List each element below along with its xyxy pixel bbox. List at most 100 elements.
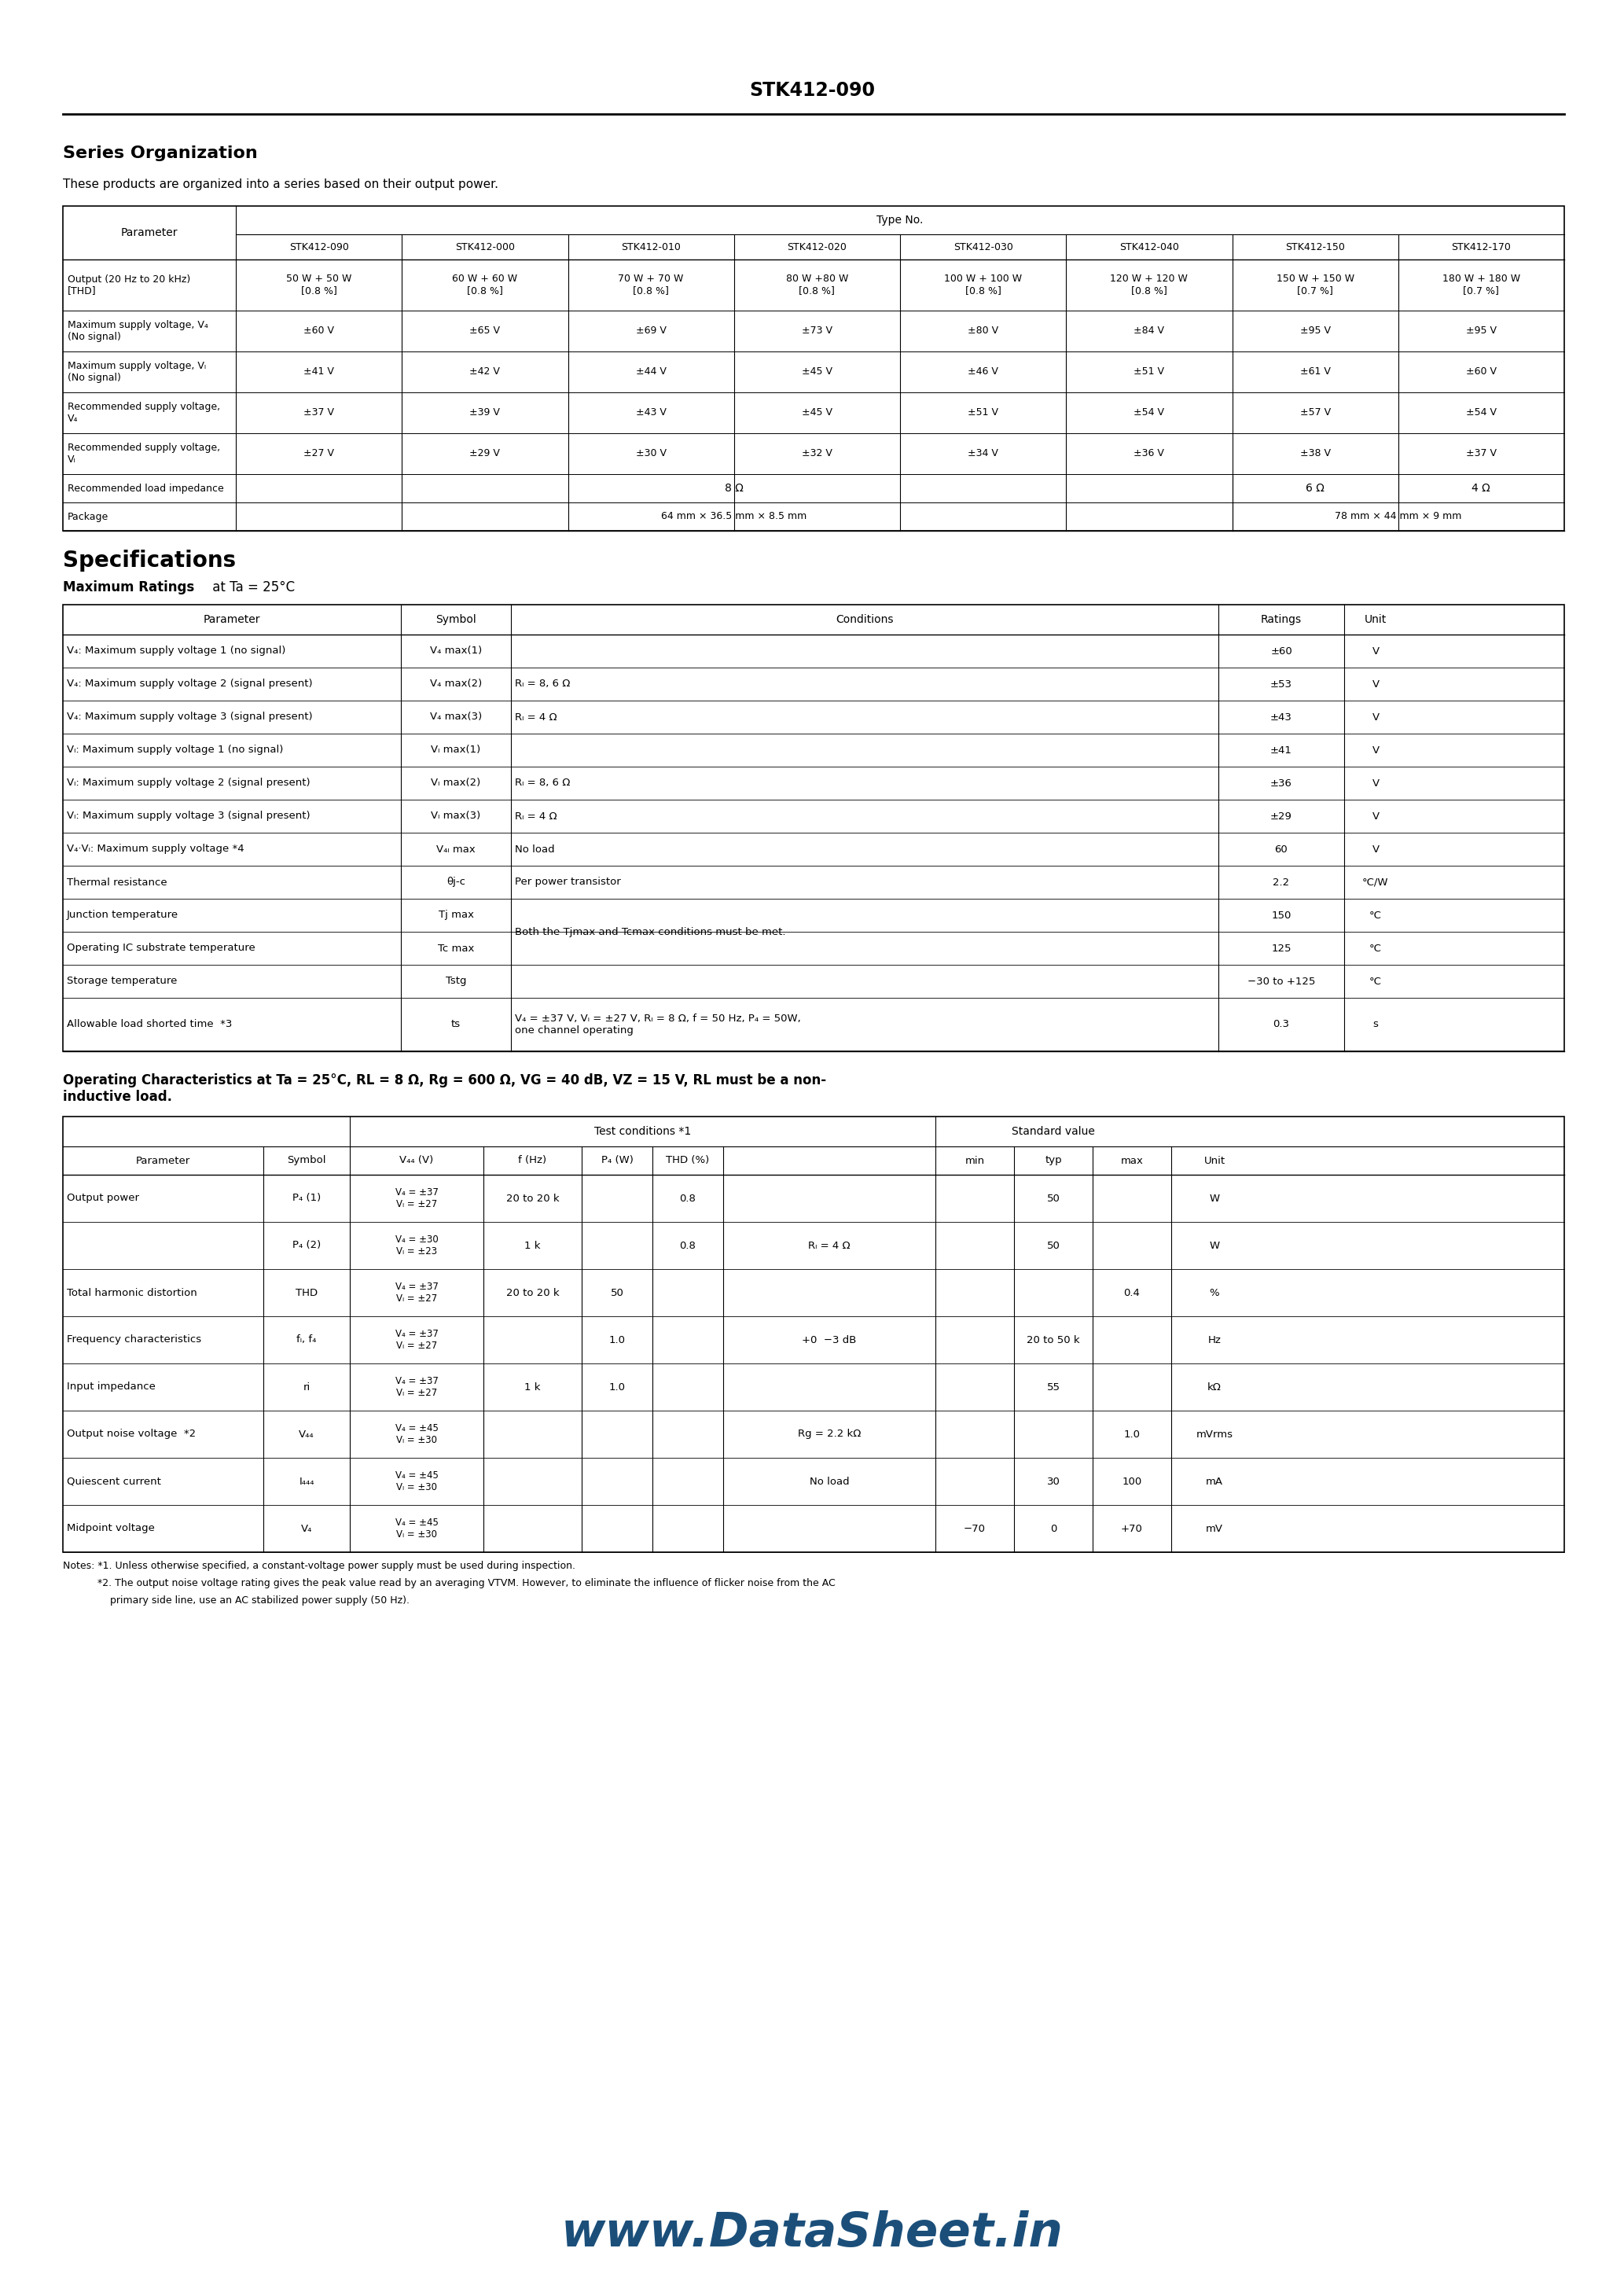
Text: −70: −70: [963, 1525, 986, 1534]
Text: mV: mV: [1205, 1525, 1223, 1534]
Text: 80 W +80 W
[0.8 %]: 80 W +80 W [0.8 %]: [786, 273, 848, 296]
Text: Rₗ = 4 Ω: Rₗ = 4 Ω: [515, 810, 557, 822]
Text: STK412-030: STK412-030: [953, 241, 1013, 253]
Text: ts: ts: [451, 1019, 461, 1029]
Text: Tj max: Tj max: [438, 909, 474, 921]
Text: Per power transistor: Per power transistor: [515, 877, 620, 886]
Text: 78 mm × 44 mm × 9 mm: 78 mm × 44 mm × 9 mm: [1335, 512, 1462, 521]
Text: P₄ (1): P₄ (1): [292, 1194, 322, 1203]
Text: ±45 V: ±45 V: [802, 367, 833, 377]
Text: Unit: Unit: [1364, 613, 1387, 625]
Text: STK412-150: STK412-150: [1285, 241, 1345, 253]
Text: primary side line, use an AC stabilized power supply (50 Hz).: primary side line, use an AC stabilized …: [63, 1596, 409, 1605]
Text: Output power: Output power: [67, 1194, 140, 1203]
Text: ±38 V: ±38 V: [1299, 448, 1330, 459]
Text: V: V: [1372, 680, 1379, 689]
Text: 150: 150: [1272, 909, 1291, 921]
Text: 20 to 50 k: 20 to 50 k: [1026, 1334, 1080, 1345]
Text: Frequency characteristics: Frequency characteristics: [67, 1334, 201, 1345]
Text: ±54 V: ±54 V: [1466, 409, 1497, 418]
Text: Junction temperature: Junction temperature: [67, 909, 179, 921]
Text: Series Organization: Series Organization: [63, 145, 258, 161]
Text: Unit: Unit: [1203, 1155, 1224, 1166]
Text: V₄ = ±45
Vₗ = ±30: V₄ = ±45 Vₗ = ±30: [395, 1518, 438, 1541]
Text: No load: No load: [515, 845, 555, 854]
Text: Output noise voltage  *2: Output noise voltage *2: [67, 1428, 197, 1440]
Text: Parameter: Parameter: [203, 613, 260, 625]
Text: STK412-170: STK412-170: [1452, 241, 1510, 253]
Text: f (Hz): f (Hz): [518, 1155, 547, 1166]
Text: STK412-000: STK412-000: [455, 241, 515, 253]
Text: *2. The output noise voltage rating gives the peak value read by an averaging VT: *2. The output noise voltage rating give…: [63, 1580, 835, 1589]
Text: 125: 125: [1272, 944, 1291, 953]
Text: 1 k: 1 k: [525, 1382, 541, 1391]
Text: W: W: [1210, 1194, 1220, 1203]
Text: V₄ = ±37 V, Vₗ = ±27 V, Rₗ = 8 Ω, f = 50 Hz, P₄ = 50W,
one channel operating: V₄ = ±37 V, Vₗ = ±27 V, Rₗ = 8 Ω, f = 50…: [515, 1013, 801, 1035]
Text: 180 W + 180 W
[0.7 %]: 180 W + 180 W [0.7 %]: [1442, 273, 1520, 296]
Text: Type No.: Type No.: [877, 214, 924, 225]
Text: Rg = 2.2 kΩ: Rg = 2.2 kΩ: [797, 1428, 861, 1440]
Text: V₄: Maximum supply voltage 2 (signal present): V₄: Maximum supply voltage 2 (signal pre…: [67, 680, 312, 689]
Text: STK412-090: STK412-090: [749, 80, 875, 99]
Text: V₄ max(3): V₄ max(3): [430, 712, 482, 723]
Text: 2.2: 2.2: [1273, 877, 1289, 886]
Text: ±51 V: ±51 V: [968, 409, 999, 418]
Text: No load: No load: [809, 1476, 849, 1486]
Text: 70 W + 70 W
[0.8 %]: 70 W + 70 W [0.8 %]: [619, 273, 684, 296]
Text: ±61 V: ±61 V: [1299, 367, 1330, 377]
Text: Total harmonic distortion: Total harmonic distortion: [67, 1288, 197, 1297]
Text: 1.0: 1.0: [609, 1382, 625, 1391]
Text: Input impedance: Input impedance: [67, 1382, 156, 1391]
Text: V: V: [1372, 778, 1379, 788]
Text: V₄₄: V₄₄: [299, 1428, 315, 1440]
Text: Vₗ max(2): Vₗ max(2): [430, 778, 481, 788]
Text: ±30 V: ±30 V: [635, 448, 666, 459]
Text: V₄ = ±37
Vₗ = ±27: V₄ = ±37 Vₗ = ±27: [395, 1281, 438, 1304]
Text: Recommended supply voltage,
V₄: Recommended supply voltage, V₄: [68, 402, 221, 425]
Text: 1.0: 1.0: [1124, 1428, 1140, 1440]
Text: fₗ, f₄: fₗ, f₄: [297, 1334, 317, 1345]
Text: Ratings: Ratings: [1260, 613, 1302, 625]
Text: ±34 V: ±34 V: [968, 448, 999, 459]
Text: ri: ri: [304, 1382, 310, 1391]
Text: ±41: ±41: [1270, 744, 1293, 755]
Text: Package: Package: [68, 512, 109, 521]
Text: Storage temperature: Storage temperature: [67, 976, 177, 987]
Text: ±39 V: ±39 V: [469, 409, 500, 418]
Text: +0  −3 dB: +0 −3 dB: [802, 1334, 856, 1345]
Text: ±36: ±36: [1270, 778, 1293, 788]
Text: mA: mA: [1205, 1476, 1223, 1486]
Text: ±36 V: ±36 V: [1134, 448, 1164, 459]
Text: 0.4: 0.4: [1124, 1288, 1140, 1297]
Text: ±29: ±29: [1270, 810, 1293, 822]
Text: 6 Ω: 6 Ω: [1306, 482, 1325, 494]
Text: 50 W + 50 W
[0.8 %]: 50 W + 50 W [0.8 %]: [286, 273, 352, 296]
Text: Rₗ = 4 Ω: Rₗ = 4 Ω: [515, 712, 557, 723]
Text: kΩ: kΩ: [1207, 1382, 1221, 1391]
Text: Allowable load shorted time  *3: Allowable load shorted time *3: [67, 1019, 232, 1029]
Text: typ: typ: [1044, 1155, 1062, 1166]
Text: W: W: [1210, 1240, 1220, 1251]
Text: 64 mm × 36.5 mm × 8.5 mm: 64 mm × 36.5 mm × 8.5 mm: [661, 512, 807, 521]
Text: THD: THD: [296, 1288, 318, 1297]
Text: V: V: [1372, 744, 1379, 755]
Text: ±41 V: ±41 V: [304, 367, 335, 377]
Text: ±84 V: ±84 V: [1134, 326, 1164, 335]
Text: V₄ = ±30
Vₗ = ±23: V₄ = ±30 Vₗ = ±23: [395, 1235, 438, 1256]
Text: °C: °C: [1369, 976, 1382, 987]
Text: ±57 V: ±57 V: [1299, 409, 1330, 418]
Text: STK412-010: STK412-010: [620, 241, 680, 253]
Text: °C: °C: [1369, 944, 1382, 953]
Text: V₄ = ±37
Vₗ = ±27: V₄ = ±37 Vₗ = ±27: [395, 1329, 438, 1350]
Text: 30: 30: [1047, 1476, 1060, 1486]
Text: ±29 V: ±29 V: [469, 448, 500, 459]
Text: ±51 V: ±51 V: [1134, 367, 1164, 377]
Text: Both the Tjmax and Tcmax conditions must be met.: Both the Tjmax and Tcmax conditions must…: [515, 928, 786, 937]
Text: Symbol: Symbol: [287, 1155, 326, 1166]
Bar: [63, 604, 1564, 1052]
Text: V₄ max(1): V₄ max(1): [430, 645, 482, 657]
Text: P₄ (W): P₄ (W): [601, 1155, 633, 1166]
Text: °C: °C: [1369, 909, 1382, 921]
Text: Symbol: Symbol: [435, 613, 476, 625]
Text: STK412-020: STK412-020: [788, 241, 846, 253]
